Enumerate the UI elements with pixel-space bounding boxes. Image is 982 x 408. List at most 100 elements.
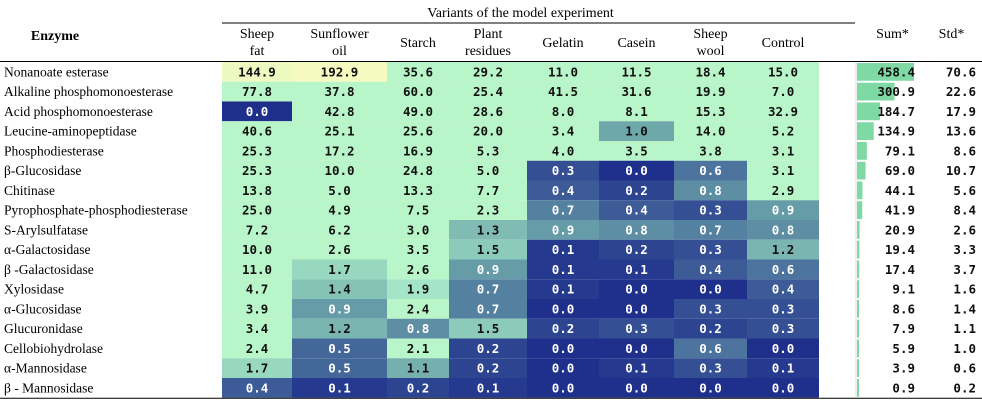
enzyme-label-17: β - Mannosidase [4, 380, 93, 395]
sum-value-7: 44.1 [885, 183, 915, 198]
heat-value-r3-c2: 42.8 [324, 104, 354, 119]
sum-value-17: 0.9 [892, 380, 915, 395]
heat-value-r10-c4: 1.5 [477, 242, 500, 257]
heat-cell-r10-c6 [599, 239, 674, 260]
heat-cell-r1-c6 [599, 62, 674, 82]
heat-cell-r13-c7 [674, 299, 747, 319]
sum-bar-9 [857, 221, 860, 239]
heat-value-r11-c6: 0.1 [625, 262, 648, 277]
heat-cell-r4-c4 [449, 121, 527, 141]
heat-cell-r12-c7 [674, 279, 747, 299]
sum-bar-17 [857, 379, 859, 397]
heat-cell-r8-c6 [599, 200, 674, 220]
heat-value-r4-c8: 5.2 [772, 124, 795, 139]
heat-cell-r12-c3 [387, 279, 449, 299]
std-value-8: 8.4 [953, 203, 976, 218]
sum-value-16: 3.9 [892, 361, 915, 376]
heat-cell-r3-c1 [222, 101, 292, 122]
heat-value-r8-c2: 4.9 [328, 203, 351, 218]
heat-value-r12-c2: 1.4 [328, 282, 351, 297]
heat-value-r3-c4: 28.6 [473, 104, 503, 119]
heat-cell-r3-c3 [387, 101, 449, 122]
heat-cell-r14-c7 [674, 318, 747, 339]
heat-cell-r2-c1 [222, 81, 292, 102]
heat-value-r9-c5: 0.9 [552, 222, 575, 237]
heat-value-r13-c1: 3.9 [246, 301, 269, 316]
sum-bar-5 [857, 142, 867, 160]
heat-cell-r17-c2 [292, 378, 387, 398]
enzyme-label-3: Acid phosphomonoesterase [4, 104, 153, 119]
heat-value-r1-c4: 29.2 [473, 64, 503, 79]
heat-value-r3-c1: 0.0 [246, 104, 269, 119]
heat-value-r2-c1: 77.8 [242, 84, 272, 99]
heat-value-r11-c8: 0.6 [772, 262, 795, 277]
sum-value-13: 8.6 [892, 301, 915, 316]
heat-value-r13-c8: 0.3 [772, 301, 795, 316]
heat-cell-r10-c5 [527, 239, 599, 260]
heat-cell-r17-c6 [599, 378, 674, 398]
variants-group-header: Variants of the model experiment [427, 6, 614, 21]
heat-value-r15-c7: 0.6 [699, 341, 722, 356]
heat-cell-r17-c4 [449, 378, 527, 398]
heat-cell-r6-c3 [387, 160, 449, 181]
heat-value-r6-c5: 0.3 [552, 163, 575, 178]
sum-value-3: 184.7 [877, 104, 915, 119]
sum-value-12: 9.1 [892, 282, 915, 297]
heat-value-r1-c1: 144.9 [238, 64, 276, 79]
heat-value-r15-c6: 0.0 [625, 341, 648, 356]
heat-value-r4-c7: 14.0 [695, 124, 725, 139]
heat-value-r5-c1: 25.3 [242, 143, 272, 158]
column-header-sheep-wool-line-1: Sheep [693, 27, 727, 42]
heat-cell-r10-c1 [222, 239, 292, 260]
column-header-gelatin: Gelatin [542, 36, 583, 51]
heat-value-r13-c7: 0.3 [699, 301, 722, 316]
heat-value-r3-c5: 8.0 [552, 104, 575, 119]
heat-value-r9-c2: 6.2 [328, 222, 351, 237]
heat-value-r17-c8: 0.0 [772, 380, 795, 395]
std-value-11: 3.7 [953, 262, 976, 277]
heat-value-r1-c3: 35.6 [403, 64, 433, 79]
heat-value-r11-c1: 11.0 [242, 262, 272, 277]
heat-cell-r6-c1 [222, 160, 292, 181]
heat-cell-r3-c4 [449, 101, 527, 122]
sum-value-9: 20.9 [885, 222, 915, 237]
heat-cell-r2-c7 [674, 81, 747, 102]
heat-value-r16-c5: 0.0 [552, 361, 575, 376]
heat-value-r7-c7: 0.8 [699, 183, 722, 198]
enzyme-column-header: Enzyme [31, 29, 79, 44]
heat-cell-r7-c4 [449, 180, 527, 201]
sum-bar-2 [857, 82, 895, 101]
heat-value-r16-c3: 1.1 [407, 361, 430, 376]
enzyme-label-11: β -Galactosidase [4, 262, 94, 277]
heat-value-r4-c4: 20.0 [473, 124, 503, 139]
heat-cell-r13-c3 [387, 299, 449, 319]
heat-cell-r1-c7 [674, 62, 747, 82]
std-value-17: 0.2 [953, 380, 976, 395]
heat-cell-r6-c6 [599, 160, 674, 181]
std-value-2: 22.6 [946, 84, 976, 99]
heat-cell-r10-c4 [449, 239, 527, 260]
heat-cell-r11-c5 [527, 259, 599, 280]
heat-cell-r8-c8 [747, 200, 819, 220]
heat-cell-r12-c6 [599, 279, 674, 299]
heat-value-r4-c1: 40.6 [242, 124, 272, 139]
heat-value-r11-c3: 2.6 [407, 262, 430, 277]
sum-bar-15 [857, 339, 859, 358]
column-header-sheep-fat-line-1: Sheep [240, 27, 274, 42]
heat-cell-r8-c1 [222, 200, 292, 220]
heat-cell-r7-c6 [599, 180, 674, 201]
heat-value-r8-c4: 2.3 [477, 203, 500, 218]
heat-cell-r6-c5 [527, 160, 599, 181]
heat-cell-r5-c7 [674, 141, 747, 161]
sum-value-11: 17.4 [885, 262, 915, 277]
heat-cell-r4-c5 [527, 121, 599, 141]
heat-cell-r16-c4 [449, 358, 527, 378]
heat-value-r12-c3: 1.9 [407, 282, 430, 297]
heat-cell-r4-c2 [292, 121, 387, 141]
heat-value-r17-c2: 0.1 [328, 380, 351, 395]
enzyme-label-7: Chitinase [4, 183, 55, 198]
enzyme-label-6: β-Glucosidase [4, 163, 81, 178]
heat-value-r9-c7: 0.7 [699, 222, 722, 237]
heat-value-r16-c7: 0.3 [699, 361, 722, 376]
heat-value-r5-c7: 3.8 [699, 143, 722, 158]
